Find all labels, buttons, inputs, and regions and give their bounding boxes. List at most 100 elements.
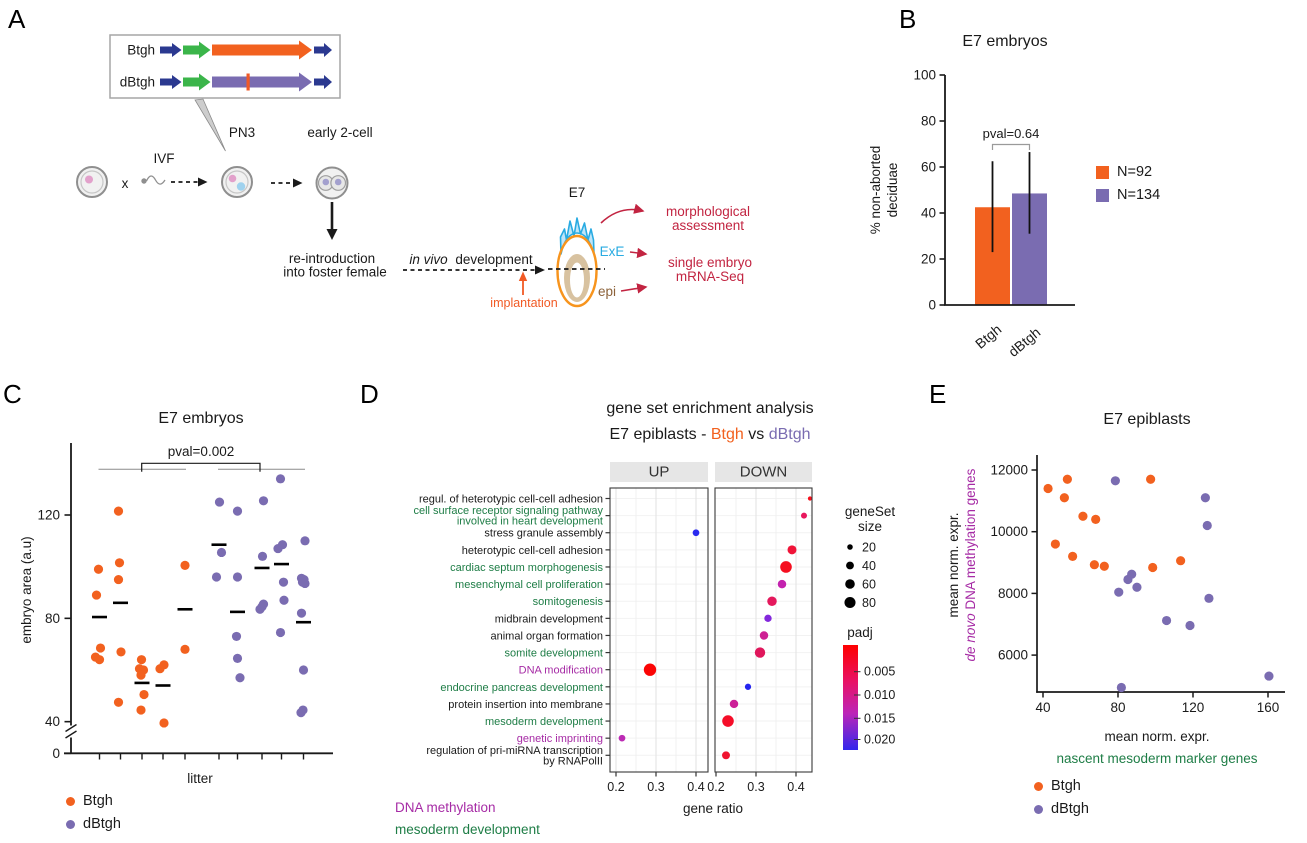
dBtgh-epiblast-point <box>1264 671 1274 681</box>
blastomere-nucleus <box>322 178 330 186</box>
panel-e-title: E7 epiblasts <box>1103 411 1191 428</box>
size-legend-dot <box>845 579 855 589</box>
category-label: mesoderm development <box>485 716 603 728</box>
y-tick-label: 6000 <box>998 648 1028 663</box>
x-tick-label: 0.3 <box>647 780 664 794</box>
y-tick-label: 120 <box>37 508 60 523</box>
legend-swatch-purple <box>1096 188 1109 202</box>
panel-b-legend: N=92 N=134 <box>1096 164 1160 203</box>
panel-b-title: E7 embryos <box>962 33 1048 50</box>
e7-embryo-outline <box>556 234 598 308</box>
exe-label: ExE <box>600 244 625 259</box>
assessment-label: assessment <box>672 218 744 233</box>
oocyte-zona <box>80 170 104 194</box>
dBtgh-embryo-point <box>275 474 286 484</box>
panel-a-workflow-diagram: Btgh dBtgh x IVF PN3 <box>76 34 752 310</box>
gsea-dot <box>787 545 797 555</box>
dBtgh-embryo-point <box>258 599 269 609</box>
panel-e-scatter-chart: 6000 8000 10000 12000 40 80 120 160 <box>990 455 1285 715</box>
Btgh-epiblast-point <box>1089 560 1099 570</box>
dBtgh-embryo-point <box>258 496 269 506</box>
category-label: somitogenesis <box>533 596 604 608</box>
y-tick-label: 8000 <box>998 586 1028 601</box>
single-embryo-label: single embryo <box>668 255 752 270</box>
dBtgh-embryo-point <box>300 578 310 589</box>
category-label-line2: involved in heart development <box>457 516 603 528</box>
dBtgh-embryo-point <box>277 540 288 550</box>
Btgh-epiblast-point <box>1148 562 1158 573</box>
y-tick-label: 40 <box>921 206 936 221</box>
two-cell-label: early 2-cell <box>307 125 372 140</box>
y-tick-label: 12000 <box>990 463 1028 478</box>
category-label: animal organ formation <box>490 630 603 642</box>
legend-label: N=134 <box>1117 187 1161 203</box>
Btgh-epiblast-point <box>1146 474 1156 484</box>
y-label-line2-rest: DNA methylation genes <box>963 468 978 614</box>
y-tick-label: 10000 <box>990 524 1028 539</box>
size-legend-label: 20 <box>862 541 876 555</box>
x-tick-label: 0.2 <box>707 780 724 794</box>
dBtgh-embryo-point <box>278 577 289 587</box>
Btgh-epiblast-point <box>1059 493 1069 503</box>
Btgh-embryo-point <box>136 705 146 715</box>
dBtgh-embryo-point <box>232 572 243 582</box>
Btgh-embryo-point <box>113 506 124 516</box>
padj-legend-title: padj <box>847 625 873 640</box>
legend-item-dbtgh: dBtgh <box>66 816 121 832</box>
arrow-epi-seq <box>620 283 648 294</box>
Btgh-epiblast-point <box>1091 514 1101 524</box>
dBtgh-epiblast-point <box>1127 569 1137 579</box>
x-tick-label: 120 <box>1182 700 1205 715</box>
legend-item-btgh: Btgh <box>66 793 121 809</box>
Btgh-epiblast-point <box>1043 483 1053 494</box>
panel-c-beeswarm-chart: 0 40 80 120 <box>37 443 333 761</box>
panel-d-title-line1: gene set enrichment analysis <box>606 400 814 417</box>
dBtgh-embryo-point <box>211 572 222 582</box>
category-label: midbrain development <box>495 613 603 625</box>
panel-border <box>714 487 813 773</box>
dBtgh-embryo-point <box>298 665 309 675</box>
gsea-dot <box>759 631 769 640</box>
axis-break-mark <box>65 723 77 733</box>
y-tick-label: 20 <box>921 252 936 267</box>
category-label: mesenchymal cell proliferation <box>455 579 603 591</box>
y-tick-label: 0 <box>52 746 60 761</box>
title-prefix: E7 epiblasts - <box>609 426 711 443</box>
litter-median-bar <box>296 620 311 624</box>
category-label: endocrine pancreas development <box>440 682 603 694</box>
sperm-icon <box>141 178 147 184</box>
dBtgh-epiblast-point <box>1161 615 1172 626</box>
construct-label-dbtgh: dBtgh <box>120 75 155 90</box>
y-label-line1: % non-aborted <box>868 145 883 235</box>
gsea-dot <box>643 663 657 676</box>
title-btgh: Btgh <box>710 426 744 443</box>
y-label: embryo area (a.u) <box>18 536 34 644</box>
e7-label: E7 <box>569 185 586 200</box>
litter-median-bar <box>254 566 270 570</box>
category-label: somite development <box>505 648 603 660</box>
panel-label-a: A <box>8 4 26 34</box>
Btgh-epiblast-point <box>1099 561 1109 571</box>
litter-median-bar <box>113 601 128 605</box>
panel-c-pval: pval=0.002 <box>167 444 235 459</box>
litter-median-bar <box>155 684 171 687</box>
dBtgh-epiblast-point <box>1204 593 1214 603</box>
implantation-label: implantation <box>490 296 557 310</box>
size-legend-title-line2: size <box>858 519 882 534</box>
panel-c-legend: Btgh dBtgh <box>66 793 121 832</box>
x-tick-label: 80 <box>1110 700 1125 715</box>
legend-label: dBtgh <box>83 816 121 832</box>
legend-swatch-orange <box>1096 165 1109 179</box>
dBtgh-epiblast-point <box>1116 682 1126 693</box>
axis-break-mask <box>67 725 75 738</box>
dBtgh-embryo-point <box>298 705 308 715</box>
size-legend-dot <box>846 561 854 570</box>
legend-dot-purple <box>66 819 75 829</box>
dBtgh-epiblast-point <box>1132 582 1142 592</box>
Btgh-epiblast-point <box>1078 511 1088 521</box>
litter-median-bar <box>92 615 107 619</box>
in-vivo-development-label: in vivo development <box>409 252 533 267</box>
size-legend-dot <box>847 544 853 550</box>
legend-dot-purple <box>1034 804 1043 814</box>
